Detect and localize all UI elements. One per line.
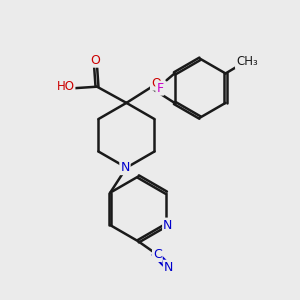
Text: HO: HO — [56, 80, 74, 93]
Text: O: O — [151, 77, 161, 90]
Text: CH₃: CH₃ — [236, 55, 258, 68]
Text: O: O — [91, 54, 100, 67]
Text: F: F — [156, 82, 164, 95]
Text: N: N — [120, 161, 130, 174]
Text: N: N — [163, 219, 172, 232]
Text: C: C — [153, 248, 162, 261]
Text: N: N — [164, 261, 173, 274]
